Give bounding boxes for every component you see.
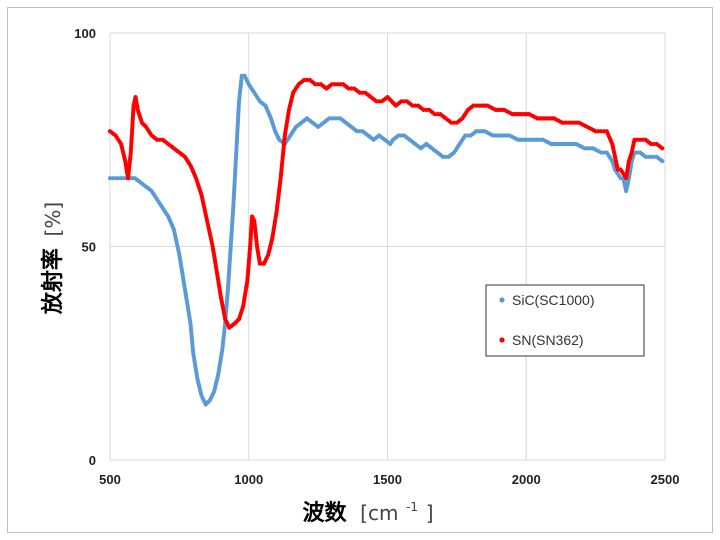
y-tick-label: 100: [74, 26, 96, 41]
x-axis-title-unit: [cm: [360, 501, 398, 525]
x-axis-title-exponent: -1: [406, 500, 418, 514]
data-point: [660, 146, 665, 151]
chart-frame: [7, 7, 713, 533]
series-0: [107, 73, 665, 407]
axes: 500 1000 1500 2000 2500 0 50 100: [74, 26, 679, 487]
legend-marker-sn: [499, 337, 505, 343]
series-1: [107, 77, 665, 330]
y-axis-title: 放射率 [%]: [40, 202, 66, 315]
x-tick-label: 2500: [651, 472, 680, 487]
legend-marker-sic: [499, 297, 505, 303]
x-axis-title-close: ]: [426, 501, 434, 525]
data-point: [660, 159, 665, 164]
legend-label-sic: SiC(SC1000): [512, 292, 594, 308]
y-tick-label: 50: [82, 240, 96, 255]
x-tick-label: 1500: [373, 472, 402, 487]
x-axis-title-main: 波数: [302, 500, 347, 526]
y-axis-title-unit: [%]: [41, 202, 65, 237]
x-tick-label: 1000: [234, 472, 263, 487]
legend-box: [485, 284, 645, 357]
legend-label-sn: SN(SN362): [512, 332, 584, 348]
series-layer: [107, 73, 665, 407]
x-tick-label: 2000: [512, 472, 541, 487]
grid-lines: [109, 32, 666, 461]
x-tick-label: 500: [99, 472, 121, 487]
y-axis-title-main: 放射率: [40, 248, 66, 315]
legend: SiC(SC1000) SN(SN362): [485, 284, 645, 357]
y-tick-label: 0: [89, 453, 96, 468]
x-axis-title: 波数 [cm -1 ]: [302, 492, 433, 526]
